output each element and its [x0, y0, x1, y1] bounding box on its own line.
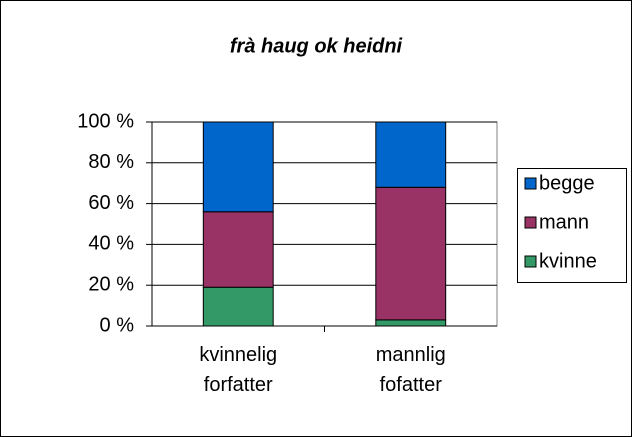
chart-title: frà haug ok heidni	[230, 35, 403, 57]
y-tick-label: 80 %	[88, 151, 134, 173]
bar-segment	[202, 286, 274, 327]
legend-label: begge	[539, 172, 595, 194]
y-tick-label: 0 %	[100, 314, 135, 336]
bar-segment	[202, 121, 274, 213]
legend-swatch	[524, 255, 537, 268]
legend-label: kvinne	[539, 250, 597, 272]
x-tick-label: mannlig fofatter	[375, 344, 446, 396]
x-tick-label: kvinnelig forfatter	[199, 344, 278, 396]
bar-segment	[375, 186, 447, 321]
bar-segment	[375, 319, 447, 327]
bar-segment	[202, 211, 274, 288]
legend-swatch	[524, 177, 537, 190]
y-tick-label: 40 %	[88, 233, 134, 255]
y-tick-label: 20 %	[88, 273, 134, 295]
bar-segment	[375, 121, 447, 188]
y-tick-label: 60 %	[88, 192, 134, 214]
y-tick-label: 100 %	[77, 110, 134, 132]
legend-swatch	[524, 216, 537, 229]
legend-label: mann	[539, 211, 589, 233]
